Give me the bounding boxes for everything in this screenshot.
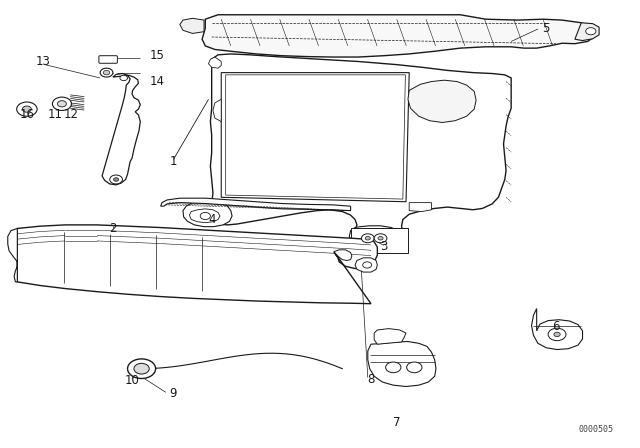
Circle shape: [17, 102, 37, 116]
Polygon shape: [213, 99, 221, 121]
Circle shape: [113, 178, 118, 181]
Circle shape: [120, 75, 127, 81]
Polygon shape: [351, 228, 408, 253]
Circle shape: [365, 237, 371, 240]
Polygon shape: [334, 250, 352, 260]
Circle shape: [586, 28, 596, 35]
Text: 0000505: 0000505: [578, 425, 613, 434]
Polygon shape: [409, 202, 431, 211]
Text: 8: 8: [367, 373, 374, 386]
Polygon shape: [102, 73, 140, 185]
Polygon shape: [8, 228, 17, 282]
Circle shape: [363, 262, 372, 268]
Polygon shape: [180, 18, 204, 34]
Polygon shape: [374, 329, 406, 344]
Circle shape: [362, 234, 374, 243]
Text: 14: 14: [150, 75, 165, 88]
Circle shape: [58, 101, 67, 107]
Text: 10: 10: [125, 374, 140, 387]
Polygon shape: [202, 15, 594, 57]
Circle shape: [386, 362, 401, 373]
Circle shape: [22, 106, 31, 112]
Text: 13: 13: [35, 55, 51, 68]
Circle shape: [548, 328, 566, 340]
Text: 5: 5: [543, 22, 550, 34]
Polygon shape: [211, 54, 511, 246]
Text: 11: 11: [48, 108, 63, 121]
Polygon shape: [355, 258, 378, 272]
Circle shape: [127, 359, 156, 379]
Polygon shape: [17, 225, 378, 304]
Text: 7: 7: [393, 416, 400, 429]
Circle shape: [52, 97, 72, 111]
Circle shape: [200, 212, 211, 220]
Text: 16: 16: [19, 108, 35, 121]
Circle shape: [406, 362, 422, 373]
FancyBboxPatch shape: [99, 56, 117, 63]
Circle shape: [109, 175, 122, 184]
Circle shape: [100, 68, 113, 77]
Circle shape: [378, 237, 383, 240]
Circle shape: [102, 57, 107, 61]
Circle shape: [134, 363, 149, 374]
Polygon shape: [368, 341, 436, 387]
Text: 6: 6: [552, 320, 559, 333]
Text: 4: 4: [208, 213, 216, 226]
Circle shape: [554, 332, 560, 336]
Text: 15: 15: [150, 49, 165, 62]
Text: 2: 2: [109, 222, 116, 235]
Polygon shape: [408, 80, 476, 122]
Polygon shape: [575, 23, 599, 41]
Circle shape: [374, 234, 387, 243]
Polygon shape: [349, 226, 404, 251]
Polygon shape: [226, 75, 405, 199]
Polygon shape: [209, 57, 221, 68]
Polygon shape: [189, 209, 220, 223]
Circle shape: [103, 70, 109, 75]
Text: 3: 3: [380, 240, 387, 253]
Polygon shape: [532, 309, 582, 349]
Text: 9: 9: [170, 387, 177, 400]
Polygon shape: [183, 201, 232, 227]
Text: 1: 1: [170, 155, 177, 168]
Text: 12: 12: [64, 108, 79, 121]
Polygon shape: [161, 198, 351, 211]
